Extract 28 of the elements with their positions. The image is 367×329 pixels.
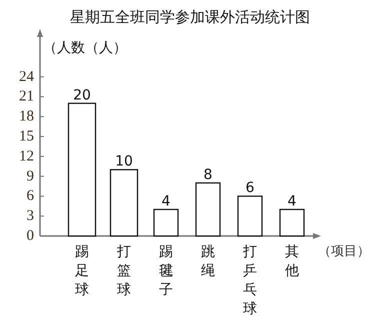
x-tick-label: 打乒乓球 xyxy=(242,244,257,317)
y-tick-label: 24 xyxy=(19,68,34,85)
chart-title: 星期五全班同学参加课外活动统计图 xyxy=(70,8,310,26)
x-tick-label: 踢足球 xyxy=(75,244,89,298)
x-tick-label: 其他 xyxy=(285,244,299,279)
data-label: 10 xyxy=(115,154,133,170)
y-tick-label: 0 xyxy=(26,228,34,244)
data-label: 4 xyxy=(162,193,171,210)
data-label: 20 xyxy=(73,87,91,104)
y-tick-label: 9 xyxy=(26,168,34,184)
x-axis-title: （项目） xyxy=(318,244,367,259)
x-tick-label: 打篮球 xyxy=(116,244,131,298)
data-label: 6 xyxy=(246,180,255,196)
data-label: 8 xyxy=(204,166,212,183)
bar xyxy=(153,208,179,237)
y-tick-label: 3 xyxy=(26,208,34,224)
y-tick-label: 18 xyxy=(19,108,34,125)
x-tick-label: 踢毽子 xyxy=(159,244,173,298)
data-label: 4 xyxy=(288,193,297,210)
y-axis-title: （人数（人） xyxy=(43,40,127,56)
y-tick-label: 12 xyxy=(19,148,34,164)
x-tick-label: 跳绳 xyxy=(201,244,215,279)
y-tick-label: 15 xyxy=(19,128,34,144)
bar xyxy=(195,182,221,237)
y-tick-label: 21 xyxy=(19,88,34,105)
bar xyxy=(279,208,305,237)
bar xyxy=(237,196,263,237)
y-tick-label: 6 xyxy=(26,188,34,204)
